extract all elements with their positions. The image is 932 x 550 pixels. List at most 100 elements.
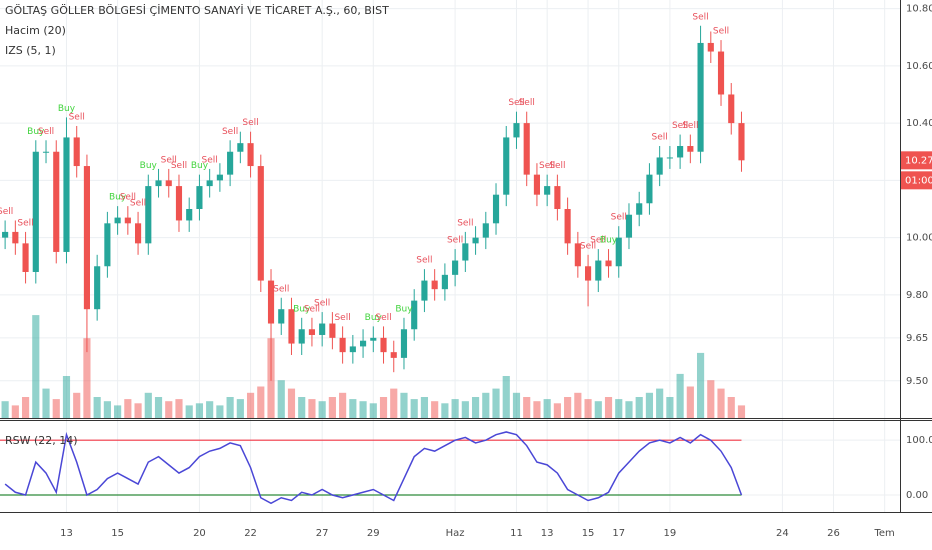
candle-body xyxy=(73,137,80,167)
candle-body xyxy=(636,203,643,215)
volume-bar xyxy=(175,399,183,418)
signal-label: Sell xyxy=(375,313,391,323)
candle-body xyxy=(278,309,285,324)
volume-bar xyxy=(502,376,510,418)
y-tick-label: 9.80 xyxy=(906,290,928,301)
countdown-tag xyxy=(901,171,932,190)
signal-label: Sell xyxy=(120,193,136,203)
candle-body xyxy=(697,42,704,152)
volume-bar xyxy=(83,338,91,418)
candle-body xyxy=(94,266,101,310)
candle-body xyxy=(175,186,183,221)
candle-body xyxy=(707,42,714,52)
volume-bar xyxy=(431,401,439,418)
volume-bar xyxy=(226,397,234,418)
candle-body xyxy=(227,151,234,175)
volume-bar xyxy=(625,401,633,418)
x-tick-label: 26 xyxy=(827,528,840,539)
candle-body xyxy=(360,340,367,347)
volume-bar xyxy=(236,399,244,418)
candle-body xyxy=(165,180,172,187)
x-tick-label: Haz xyxy=(446,528,465,539)
signal-label: Sell xyxy=(202,155,218,165)
y2-tick-label: 100.00 xyxy=(906,435,932,446)
candle-body xyxy=(554,186,561,209)
x-tick-label: 20 xyxy=(193,528,206,539)
y-tick-label: 9.65 xyxy=(906,333,928,344)
volume-bar xyxy=(318,401,326,418)
candle-body xyxy=(42,151,50,153)
volume-bar xyxy=(390,388,398,418)
candle-body xyxy=(216,174,223,181)
signal-label: Sell xyxy=(130,198,146,208)
candle-body xyxy=(257,166,264,281)
candle-body xyxy=(452,260,459,275)
candle-body xyxy=(574,243,581,267)
signal-label: Sell xyxy=(580,241,596,251)
volume-bar xyxy=(298,397,306,418)
candle-body xyxy=(370,337,377,341)
volume-bar xyxy=(195,403,204,418)
candle-body xyxy=(390,352,397,358)
candle-body xyxy=(349,346,356,353)
candle-body xyxy=(462,243,469,261)
candle-body xyxy=(421,280,428,301)
rsw-line xyxy=(4,431,743,505)
signal-label: Sell xyxy=(161,155,177,165)
signal-label: Sell xyxy=(171,161,187,171)
candle-body xyxy=(237,143,244,152)
volume-bar xyxy=(615,399,623,418)
volume-bar xyxy=(185,405,193,418)
candle-body xyxy=(503,137,510,195)
x-tick-label: 29 xyxy=(367,528,380,539)
candle-body xyxy=(728,94,735,124)
candle-body xyxy=(544,186,551,195)
volume-bar xyxy=(666,397,674,418)
volume-bar xyxy=(11,405,19,418)
signal-label: Buy xyxy=(27,127,45,137)
volume-bar xyxy=(482,392,490,418)
volume-bar xyxy=(523,397,531,418)
candle-body xyxy=(339,337,346,353)
candle-body xyxy=(523,123,530,175)
volume-bar xyxy=(400,392,408,418)
volume-bar xyxy=(52,399,60,418)
signal-label: Buy xyxy=(395,304,413,314)
volume-bar xyxy=(246,392,255,418)
plot: SellSellBuySellBuySellBuySellSellBuySell… xyxy=(0,12,746,505)
candle-body xyxy=(677,146,684,158)
volume-bar xyxy=(257,386,265,418)
volume-bar xyxy=(471,397,480,418)
volume-bar xyxy=(543,399,551,418)
signal-label: Sell xyxy=(539,161,555,171)
signal-label: Sell xyxy=(672,121,688,131)
candle-body xyxy=(400,329,408,358)
signal-label: Sell xyxy=(273,284,289,294)
volume-bar xyxy=(420,397,429,418)
chart-title: GÖLTAŞ GÖLLER BÖLGESİ ÇİMENTO SANAYİ VE … xyxy=(5,4,389,17)
candle-body xyxy=(615,237,622,267)
x-tick-label: 13 xyxy=(541,528,554,539)
volume-bar xyxy=(73,392,81,418)
x-tick-label: Tem xyxy=(874,528,895,539)
signal-label: Sell xyxy=(692,12,708,22)
volume-bar xyxy=(277,380,285,418)
signal-label: Buy xyxy=(58,104,76,114)
candle-body xyxy=(53,151,60,252)
y-tick-label: 10.60 xyxy=(906,61,932,72)
signal-label: Sell xyxy=(334,313,350,323)
volume-bar xyxy=(441,403,449,418)
signal-label: Sell xyxy=(69,112,85,122)
signal-label: Sell xyxy=(611,213,627,223)
candle-body xyxy=(135,223,142,244)
volume-bar xyxy=(707,380,715,418)
signal-label: Sell xyxy=(222,127,238,137)
candle-body xyxy=(319,323,326,335)
candle-body xyxy=(32,151,39,272)
candle-body xyxy=(564,209,571,244)
candle-body xyxy=(656,157,663,175)
candle-body xyxy=(63,137,70,252)
volume-bar xyxy=(492,388,500,418)
